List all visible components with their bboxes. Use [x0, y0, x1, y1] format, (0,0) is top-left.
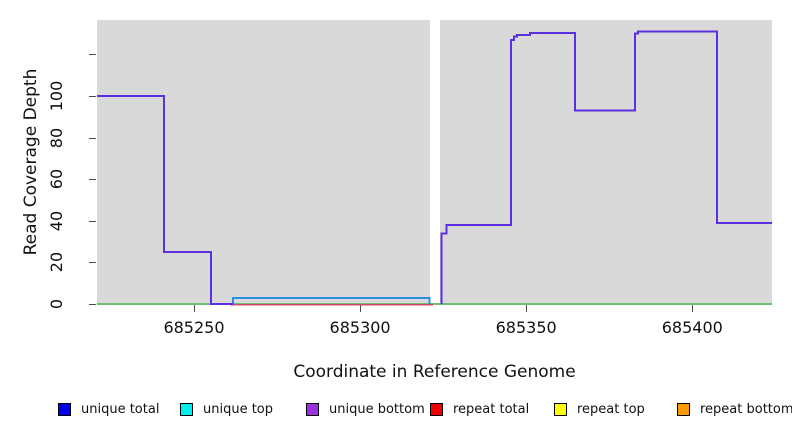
- unique-bottom-line-right: [440, 30, 772, 304]
- legend-swatch-icon: [677, 402, 690, 416]
- y-tick: [89, 304, 96, 305]
- legend-item-label: repeat total: [453, 401, 530, 417]
- legend: unique total unique top unique bottom repea…: [0, 398, 792, 424]
- legend-item-label: repeat bottom: [700, 401, 792, 417]
- legend-item: unique total: [58, 398, 159, 420]
- legend-swatch-icon: [430, 402, 443, 416]
- legend-item: repeat total: [430, 398, 529, 420]
- legend-item: unique bottom: [306, 398, 425, 420]
- legend-item: repeat bottom: [677, 398, 792, 420]
- x-tick-label: 685400: [661, 318, 723, 337]
- x-tick: [360, 305, 362, 312]
- legend-item-label: unique bottom: [329, 401, 425, 417]
- unique-bottom-line-left: [97, 95, 233, 305]
- x-tick-label: 685300: [329, 318, 391, 337]
- y-tick: [89, 96, 96, 97]
- y-tick: [89, 179, 96, 181]
- y-tick: [89, 262, 96, 264]
- x-tick-label: 685250: [163, 318, 225, 337]
- legend-item: unique top: [180, 398, 273, 420]
- y-tick: [89, 54, 96, 56]
- legend-swatch-icon: [58, 402, 71, 416]
- y-axis-label: Read Coverage Depth: [21, 68, 41, 256]
- legend-swatch-icon: [306, 402, 319, 416]
- x-axis-label: Coordinate in Reference Genome: [293, 362, 576, 382]
- x-tick-label: 685350: [495, 318, 557, 337]
- legend-swatch-icon: [180, 402, 193, 416]
- y-tick-label: 100: [47, 80, 66, 112]
- legend-item: repeat top: [554, 398, 645, 420]
- legend-item-label: unique total: [81, 401, 160, 417]
- legend-swatch-icon: [554, 402, 567, 416]
- legend-item-label: unique top: [203, 401, 274, 417]
- y-tick: [89, 220, 96, 222]
- legend-item-label: repeat top: [577, 401, 645, 417]
- x-tick: [193, 305, 195, 312]
- x-tick: [692, 305, 694, 312]
- y-tick: [89, 137, 96, 139]
- missing-data-gap: [429, 20, 440, 305]
- unique-top-line: [231, 296, 431, 304]
- x-tick: [526, 305, 528, 312]
